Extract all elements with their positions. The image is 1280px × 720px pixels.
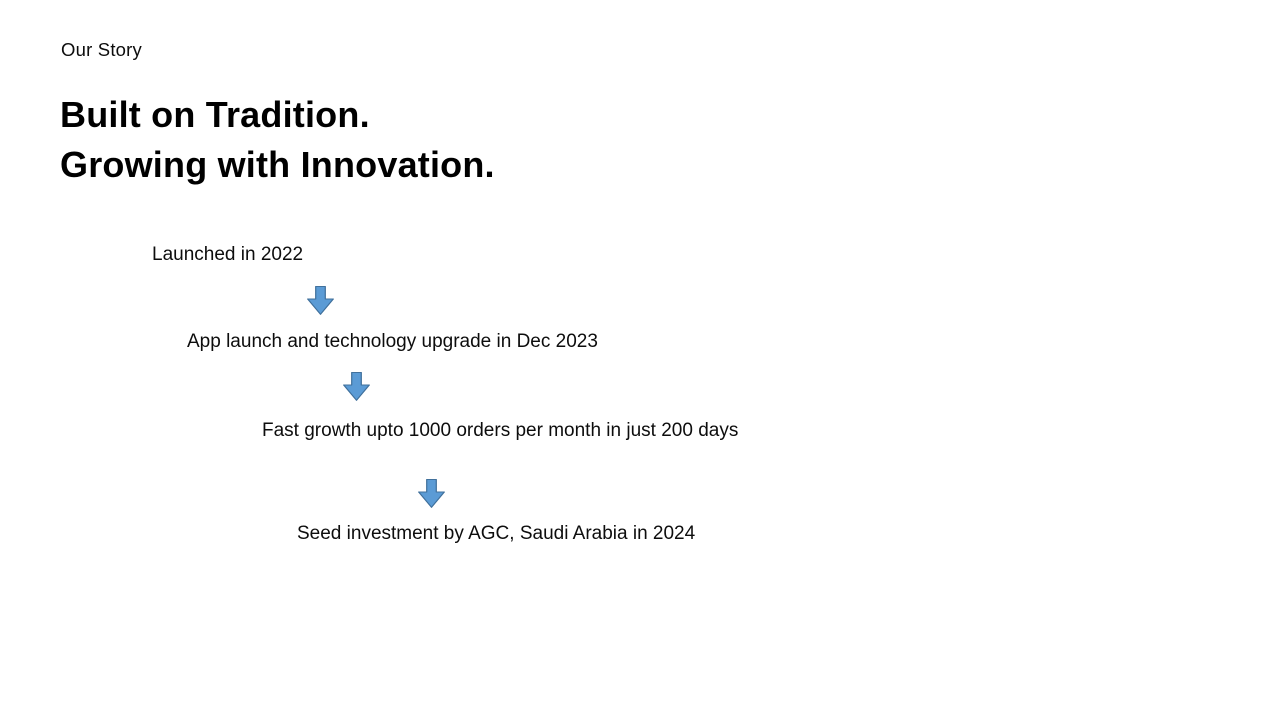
timeline-step-1: Launched in 2022 <box>152 244 304 265</box>
slide-title-line1: Built on Tradition. <box>60 94 370 135</box>
down-arrow-icon <box>343 372 370 401</box>
timeline-step-2: App launch and technology upgrade in Dec… <box>187 331 598 352</box>
timeline-step-3: Fast growth upto 1000 orders per month i… <box>262 420 739 441</box>
slide-title: Built on Tradition. Growing with Innovat… <box>60 90 495 190</box>
down-arrow-outline <box>343 372 370 401</box>
down-arrow-shape <box>343 372 370 401</box>
down-arrow-outline <box>307 286 334 315</box>
down-arrow-shape <box>307 286 334 315</box>
slide-title-line2: Growing with Innovation. <box>60 144 495 185</box>
down-arrow-outline <box>418 479 445 508</box>
down-arrow-icon <box>418 479 445 508</box>
slide-eyebrow: Our Story <box>61 39 142 60</box>
down-arrow-shape <box>418 479 445 508</box>
down-arrow-icon <box>307 286 334 315</box>
timeline-step-4: Seed investment by AGC, Saudi Arabia in … <box>297 523 696 544</box>
